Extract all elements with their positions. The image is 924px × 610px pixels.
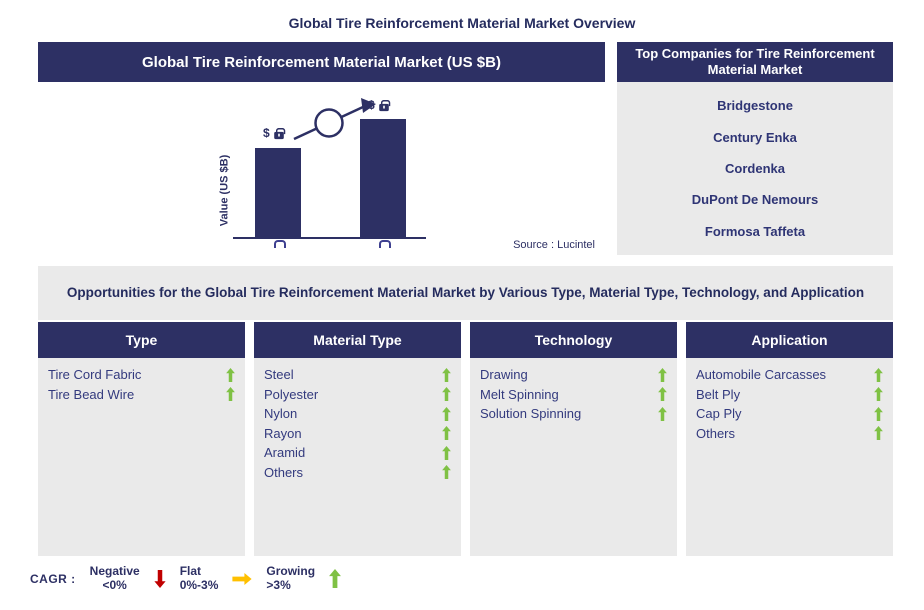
list-item: Cap Ply [696,404,883,424]
bar-forecast-year [360,119,406,237]
up-arrow-icon [442,367,451,382]
segment-header: Type [38,322,245,358]
list-item: Tire Cord Fabric [48,365,235,385]
segment-item-label: Tire Bead Wire [48,386,135,402]
list-item: Steel [264,365,451,385]
up-arrow-icon [442,406,451,421]
list-item: Polyester [264,385,451,405]
up-arrow-icon [874,367,883,382]
list-item: Solution Spinning [480,404,667,424]
segment-column-material-type: Material Type Steel Polyester Nylon Rayo… [254,322,461,556]
segment-item-label: Rayon [264,425,302,441]
up-arrow-icon [658,367,667,382]
list-item: Aramid [264,443,451,463]
list-item: Rayon [264,424,451,444]
source-note: Source : Lucintel [513,239,595,251]
market-bar-chart: Value (US $B) $ $ Source : Lucintel [38,82,605,258]
segment-item-label: Aramid [264,445,306,461]
segment-item-label: Polyester [264,386,319,402]
segment-item-label: Tire Cord Fabric [48,367,142,383]
segment-column-type: Type Tire Cord Fabric Tire Bead Wire [38,322,245,556]
opportunities-banner-text: Opportunities for the Global Tire Reinfo… [66,285,865,301]
company-name: Century Enka [713,129,797,145]
up-arrow-icon [874,387,883,402]
lock-icon [378,99,391,112]
up-arrow-icon [226,367,235,382]
legend-item-growing: Growing >3% [266,564,316,593]
segment-item-label: Solution Spinning [480,406,582,422]
segment-item-label: Nylon [264,406,298,422]
segment-item-label: Automobile Carcasses [696,367,827,383]
list-item: Others [696,424,883,444]
bar-current-year [255,148,301,237]
segment-list: Automobile Carcasses Belt Ply Cap Ply Ot… [686,358,893,556]
legend-item-negative: Negative <0% [89,564,140,593]
legend-name: Growing [266,564,316,578]
up-arrow-icon [874,406,883,421]
up-arrow-icon [442,465,451,480]
segment-item-label: Belt Ply [696,386,741,402]
segment-item-label: Drawing [480,367,528,383]
list-item: Others [264,463,451,483]
list-item: Belt Ply [696,385,883,405]
legend-name: Negative [89,564,140,578]
legend-item-flat: Flat 0%-3% [179,564,219,593]
opportunities-banner: Opportunities for the Global Tire Reinfo… [38,266,893,320]
dollar-lock-icon: $ [263,126,286,140]
company-name: Cordenka [725,160,785,176]
segment-header: Material Type [254,322,461,358]
segments-row: Type Tire Cord Fabric Tire Bead Wire Mat… [38,322,893,556]
list-item: Nylon [264,404,451,424]
segment-item-label: Others [696,425,736,441]
cagr-legend: CAGR : Negative <0% Flat 0%-3% Growing >… [30,564,341,593]
up-arrow-icon [442,445,451,460]
company-name: DuPont De Nemours [691,192,819,208]
segment-header: Application [686,322,893,358]
market-chart-panel: Global Tire Reinforcement Material Marke… [38,42,605,258]
lock-icon [273,127,286,140]
legend-name: Flat [179,564,202,578]
x-axis-line [233,237,426,239]
up-arrow-icon [658,387,667,402]
top-companies-header: Top Companies for Tire Reinforcement Mat… [617,42,893,82]
y-axis-label: Value (US $B) [218,154,231,227]
list-item: Drawing [480,365,667,385]
segment-item-label: Others [264,464,304,480]
segment-item-label: Melt Spinning [480,386,559,402]
segment-column-application: Application Automobile Carcasses Belt Pl… [686,322,893,556]
bar-value-prefix: $ [263,126,270,140]
segment-list: Tire Cord Fabric Tire Bead Wire [38,358,245,556]
list-item: Automobile Carcasses [696,365,883,385]
right-arrow-icon [232,572,252,585]
cagr-legend-label: CAGR : [30,571,76,586]
legend-range: >3% [266,577,291,592]
top-companies-panel: Top Companies for Tire Reinforcement Mat… [617,42,893,255]
segment-item-label: Steel [264,367,294,383]
segment-column-technology: Technology Drawing Melt Spinning Solutio… [470,322,677,556]
segment-list: Steel Polyester Nylon Rayon Aramid Other… [254,358,461,556]
list-item: Tire Bead Wire [48,385,235,405]
down-arrow-icon [154,569,166,588]
top-companies-list: Bridgestone Century Enka Cordenka DuPont… [617,82,893,255]
up-arrow-icon [329,569,341,589]
segment-item-label: Cap Ply [696,406,742,422]
legend-range: <0% [102,577,127,592]
up-arrow-icon [442,426,451,441]
list-item: Melt Spinning [480,385,667,405]
company-name: Formosa Taffeta [704,223,806,239]
up-arrow-icon [442,387,451,402]
page-title: Global Tire Reinforcement Material Marke… [288,15,636,31]
up-arrow-icon [874,426,883,441]
segment-list: Drawing Melt Spinning Solution Spinning [470,358,677,556]
up-arrow-icon [658,406,667,421]
up-arrow-icon [226,387,235,402]
market-chart-header: Global Tire Reinforcement Material Marke… [38,42,605,82]
company-name: Bridgestone [717,98,793,114]
legend-range: 0%-3% [179,577,219,592]
segment-header: Technology [470,322,677,358]
trend-up-arrow-circle-icon [293,98,376,141]
